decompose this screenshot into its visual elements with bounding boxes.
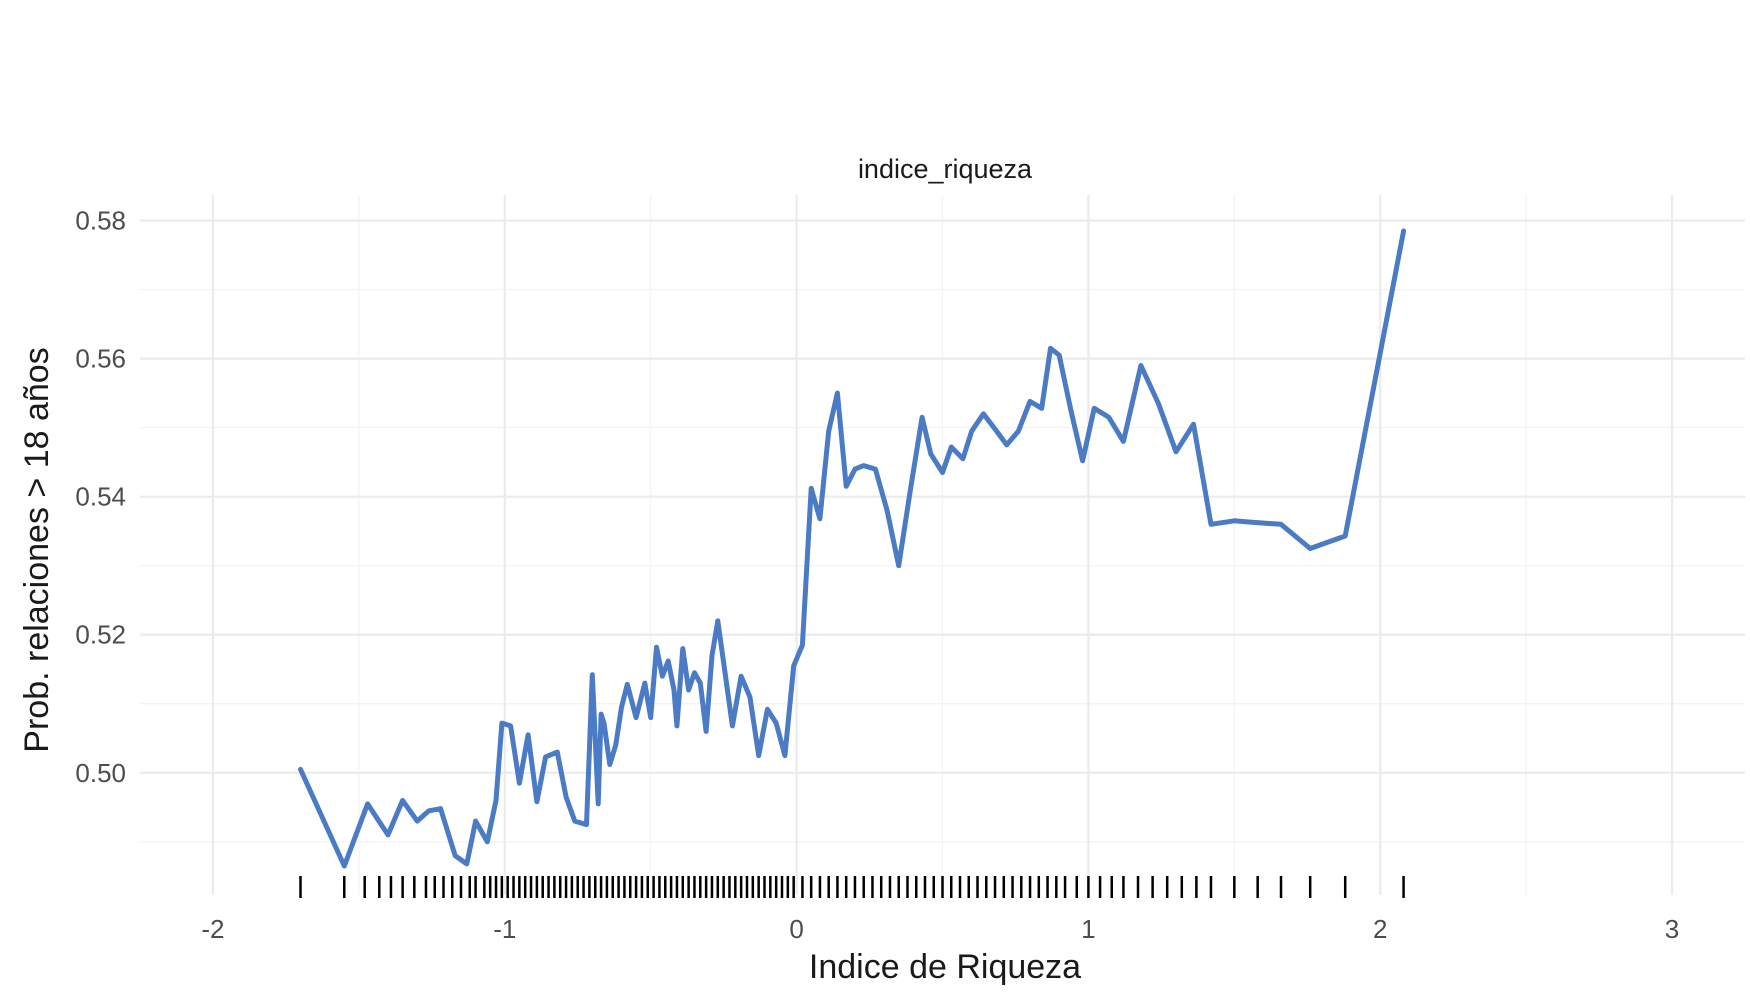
y-tick-label: 0.58 xyxy=(75,206,126,236)
x-tick-label: -1 xyxy=(493,914,516,944)
y-tick-label: 0.52 xyxy=(75,620,126,650)
series-line xyxy=(298,228,1407,869)
x-tick-label: 1 xyxy=(1081,914,1095,944)
x-axis-ticks: -2 -1 0 1 2 3 xyxy=(201,914,1679,944)
x-tick-label: -2 xyxy=(201,914,224,944)
x-tick-label: 2 xyxy=(1373,914,1387,944)
y-axis-ticks: 0.50 0.52 0.54 0.56 0.58 xyxy=(75,206,126,788)
y-tick-label: 0.56 xyxy=(75,344,126,374)
y-axis-title: Prob. relaciones > 18 años xyxy=(18,347,56,752)
x-axis-title: Indice de Riqueza xyxy=(809,948,1081,986)
chart-title: indice_riqueza xyxy=(858,154,1033,184)
x-tick-label: 0 xyxy=(789,914,803,944)
y-tick-label: 0.50 xyxy=(75,758,126,788)
rug xyxy=(299,876,1405,898)
y-tick-label: 0.54 xyxy=(75,482,126,512)
x-tick-label: 3 xyxy=(1665,914,1679,944)
grid xyxy=(140,195,1745,895)
